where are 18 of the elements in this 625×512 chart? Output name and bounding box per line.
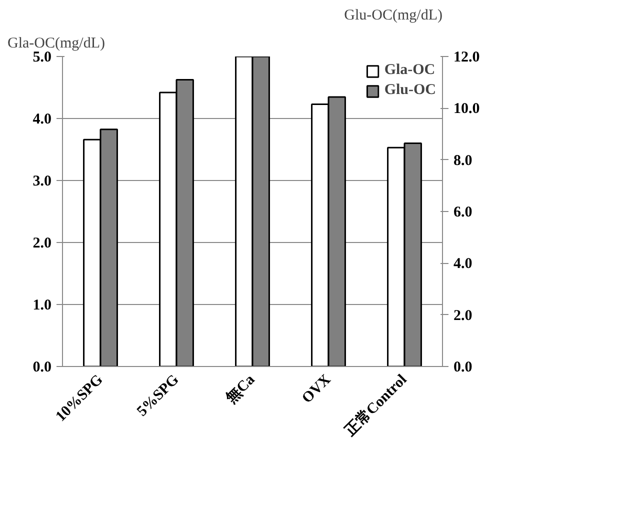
legend-label: Gla-OC: [384, 62, 436, 79]
y2-tick-label: 0.0: [454, 360, 472, 376]
y-tick-label: 0.0: [32, 360, 52, 376]
y-tick-label: 4.0: [32, 112, 52, 128]
y-tick-label: 3.0: [32, 174, 52, 190]
y-tick-label: 2.0: [32, 236, 52, 252]
y2-tick-label: 10.0: [454, 101, 480, 118]
y-tick-label: 1.0: [32, 298, 52, 314]
x-tick-label: 無Ca: [222, 370, 259, 408]
y-tick-label: 5.0: [32, 50, 52, 66]
legend-label: Glu-OC: [384, 82, 436, 99]
y2-tick-label: 2.0: [454, 308, 472, 324]
y2-tick-label: 6.0: [454, 204, 472, 220]
y2-tick-label: 4.0: [454, 256, 472, 272]
y-axis-title: Gla-OC(mg/dL): [8, 36, 105, 52]
y2-tick-label: 12.0: [454, 50, 480, 66]
y2-tick-label: 8.0: [454, 152, 472, 169]
y2-axis-title: Glu-OC(mg/dL): [344, 8, 443, 24]
